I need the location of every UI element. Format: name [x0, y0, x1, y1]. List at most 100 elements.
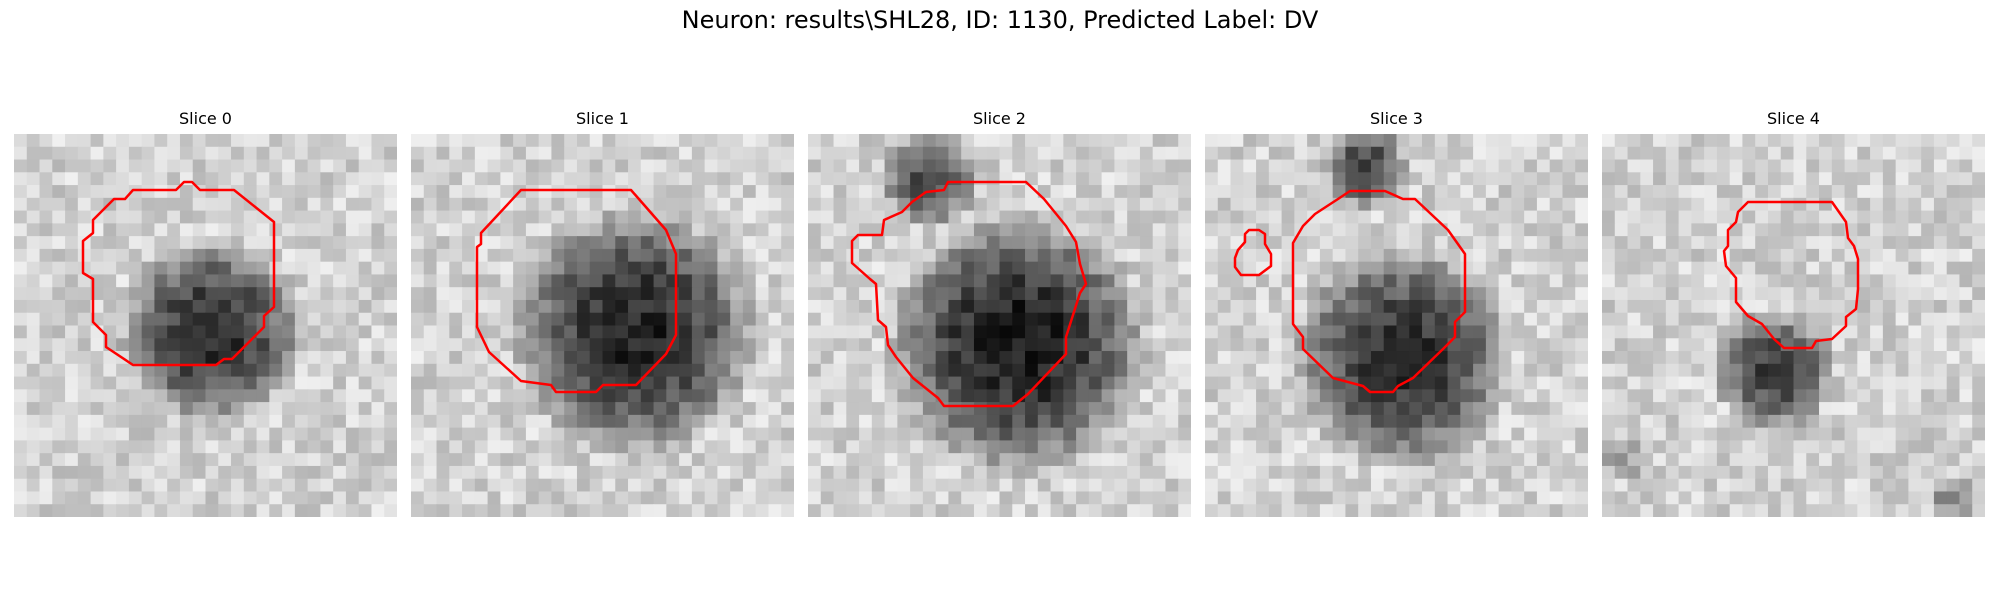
image-pixel	[691, 351, 706, 365]
image-pixel	[1575, 440, 1588, 454]
image-pixel	[1063, 248, 1077, 263]
image-pixel	[704, 274, 718, 288]
image-pixel	[77, 134, 92, 148]
image-pixel	[1358, 274, 1372, 288]
image-pixel	[371, 185, 385, 199]
slice-panel-0: Slice 0	[14, 107, 397, 517]
image-pixel	[1755, 351, 1769, 365]
image-pixel	[243, 478, 258, 493]
roi-contour	[475, 188, 678, 394]
image-pixel	[1307, 236, 1321, 250]
image-pixel	[1562, 159, 1576, 173]
image-pixel	[640, 351, 655, 365]
image-pixel	[615, 248, 629, 263]
image-pixel	[256, 159, 270, 173]
image-pixel	[282, 363, 296, 378]
image-pixel	[1678, 274, 1692, 288]
image-pixel	[77, 146, 92, 161]
image-pixel	[640, 172, 655, 186]
image-pixel	[691, 172, 706, 186]
image-pixel	[14, 491, 28, 505]
image-pixel	[730, 325, 744, 339]
image-pixel	[1524, 287, 1538, 301]
image-pixel	[1536, 287, 1551, 301]
image-pixel	[513, 465, 527, 480]
image-pixel	[294, 478, 309, 493]
image-pixel	[384, 427, 397, 441]
image-pixel	[730, 248, 744, 263]
image-pixel	[1562, 299, 1576, 314]
image-pixel	[1908, 453, 1922, 467]
image-pixel	[179, 465, 194, 480]
image-pixel	[884, 197, 898, 212]
image-pixel	[1101, 389, 1115, 403]
image-pixel	[487, 440, 501, 454]
image-pixel	[859, 287, 873, 301]
image-pixel	[768, 440, 782, 454]
image-pixel	[1217, 248, 1232, 263]
image-pixel	[179, 261, 194, 276]
image-pixel	[243, 414, 258, 429]
image-pixel	[589, 210, 604, 224]
image-pixel	[1806, 146, 1820, 161]
image-pixel	[1549, 299, 1564, 314]
image-pixel	[1806, 325, 1820, 339]
image-pixel	[423, 453, 438, 467]
image-pixel	[1281, 453, 1295, 467]
image-pixel	[1806, 210, 1820, 224]
image-pixel	[884, 427, 898, 441]
image-pixel	[1217, 389, 1232, 403]
image-pixel	[1793, 236, 1807, 250]
image-pixel	[640, 248, 655, 263]
image-pixel	[14, 210, 28, 224]
image-pixel	[589, 453, 604, 467]
image-pixel	[487, 465, 501, 480]
image-pixel	[192, 236, 207, 250]
image-pixel	[116, 159, 130, 173]
image-pixel	[1178, 427, 1191, 441]
image-pixel	[717, 172, 731, 186]
image-pixel	[1742, 287, 1756, 301]
image-pixel	[1139, 453, 1154, 467]
image-pixel	[1281, 299, 1295, 314]
image-pixel	[269, 325, 283, 339]
image-pixel	[205, 210, 219, 224]
image-pixel	[653, 491, 667, 505]
image-pixel	[525, 134, 540, 148]
image-pixel	[1358, 427, 1372, 441]
image-pixel	[897, 453, 911, 467]
image-pixel	[1959, 440, 1973, 454]
image-pixel	[1946, 210, 1961, 224]
image-pixel	[602, 210, 616, 224]
image-pixel	[90, 402, 104, 416]
image-pixel	[525, 185, 540, 199]
image-pixel	[1088, 325, 1103, 339]
image-pixel	[1921, 210, 1935, 224]
image-pixel	[1307, 427, 1321, 441]
image-pixel	[1370, 453, 1385, 467]
image-pixel	[640, 236, 655, 250]
image-pixel	[666, 351, 680, 365]
image-pixel	[1857, 363, 1871, 378]
image-pixel	[808, 338, 822, 352]
image-pixel	[462, 261, 476, 276]
image-pixel	[1959, 146, 1973, 161]
image-pixel	[704, 172, 718, 186]
image-pixel	[256, 261, 270, 276]
image-pixel	[640, 427, 655, 441]
image-pixel	[1678, 287, 1692, 301]
image-pixel	[935, 287, 950, 301]
image-pixel	[820, 504, 835, 517]
image-pixel	[640, 299, 655, 314]
image-pixel	[1230, 134, 1244, 148]
image-pixel	[640, 440, 655, 454]
image-pixel	[1498, 210, 1512, 224]
image-pixel	[986, 325, 1001, 339]
image-pixel	[1101, 453, 1115, 467]
image-pixel	[1946, 389, 1961, 403]
image-pixel	[922, 261, 937, 276]
image-pixel	[1895, 389, 1909, 403]
image-pixel	[333, 134, 347, 148]
image-pixel	[474, 351, 489, 365]
image-pixel	[1332, 210, 1347, 224]
